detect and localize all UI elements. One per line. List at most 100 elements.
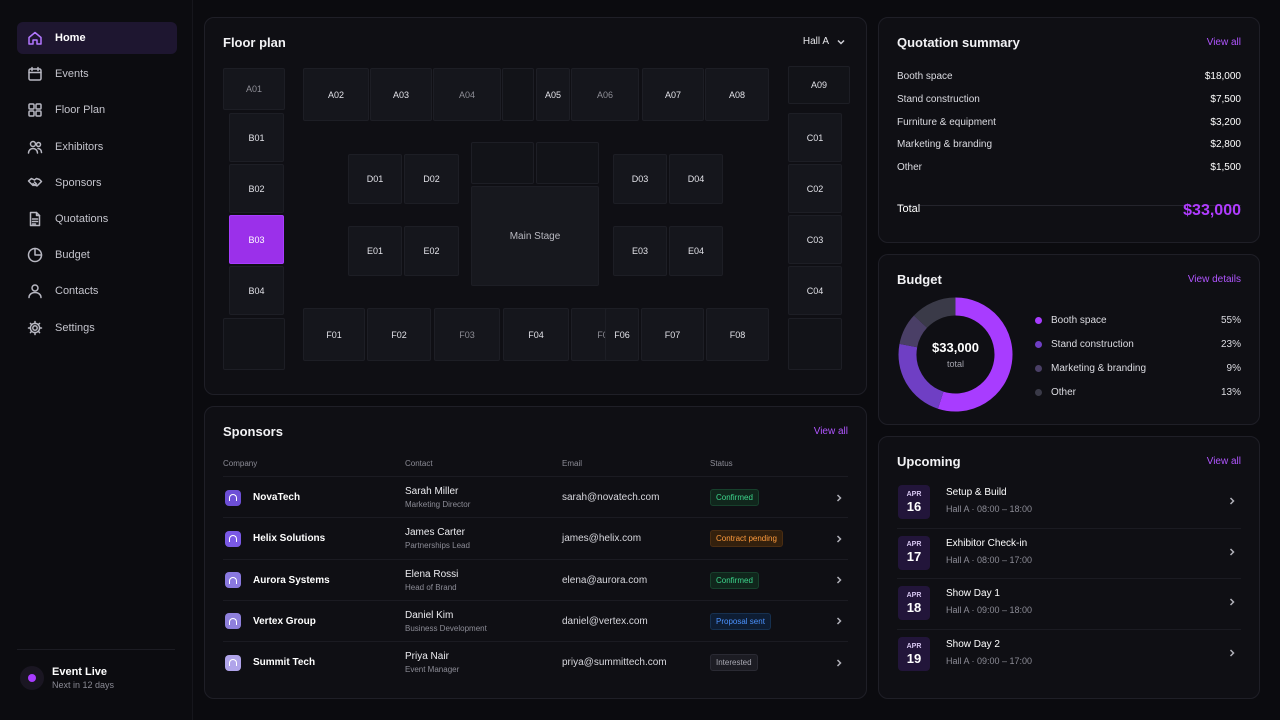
table-row[interactable]: Helix Solutions James Carter Partnerships … [223,517,848,558]
booth-f01[interactable]: F01 [303,308,365,361]
booth-a07[interactable]: A07 [642,68,704,121]
sidebar-item-floor-plan[interactable]: Floor Plan [17,94,177,126]
event-title: Show Day 1 [946,588,1000,600]
booth-a09[interactable]: A09 [788,66,850,104]
company-name: Vertex Group [253,615,316,627]
chevron-right-icon[interactable] [834,560,844,601]
booth-f02[interactable]: F02 [367,308,431,361]
sidebar-item-contacts[interactable]: Contacts [17,275,177,307]
event-detail: Hall A · 09:00 – 18:00 [946,605,1033,616]
booth-f06[interactable]: F06 [605,308,639,361]
contact-name: Priya Nair [405,651,449,663]
status-cell: Confirmed [710,560,759,601]
booth-f08[interactable]: F08 [706,308,769,361]
booth-e04[interactable]: E04 [669,226,723,276]
quotation-line: Stand construction $7,500 [897,94,1241,108]
table-row[interactable]: Summit Tech Priya Nair Event Manager priya@… [223,641,848,682]
sidebar-item-label: Budget [55,249,90,262]
contact-email: sarah@novatech.com [562,492,660,503]
email-cell: sarah@novatech.com [562,477,659,518]
booth-e01[interactable]: E01 [348,226,402,276]
sidebar-item-settings[interactable]: Settings [17,312,177,344]
chevron-right-icon[interactable] [834,477,844,518]
budget-view-details-link[interactable]: View details [1187,274,1241,285]
chevron-right-icon[interactable] [834,518,844,559]
company-cell: Helix Solutions [225,518,325,559]
status-badge: Confirmed [710,571,759,589]
sponsors-view-all-link[interactable]: View all [813,426,848,437]
event-date-badge: APR 18 [898,586,930,621]
grid-icon [27,102,43,118]
event-month: APR [906,490,922,498]
chevron-right-icon[interactable] [1227,547,1237,560]
table-row[interactable]: Aurora Systems Elena Rossi Head of Brand el… [223,558,848,601]
booth-a05[interactable]: A05 [536,68,570,121]
quotation-title: Quotation summary [897,35,1020,50]
contact-email: elena@aurora.com [562,574,648,586]
booth-d01[interactable]: D01 [348,154,402,204]
sidebar-item-home[interactable]: Home [17,22,177,54]
quotation-line: Marketing & branding $2,800 [897,139,1241,153]
sidebar-item-quotations[interactable]: Quotations [17,203,177,235]
legend-label: Marketing & branding [1051,362,1147,374]
chevron-right-icon[interactable] [1227,648,1237,661]
booth-e03[interactable]: E03 [613,226,667,276]
booth-a02[interactable]: A02 [303,68,369,121]
users-icon [27,139,43,155]
booth-a04[interactable]: A04 [433,68,501,121]
booth-f04[interactable]: F04 [503,308,569,361]
list-item[interactable]: APR 19 Show Day 2 Hall A · 09:00 – 17:00 [897,635,1241,683]
quotation-view-all-link[interactable]: View all [1206,37,1241,48]
booth-d02[interactable]: D02 [404,154,459,204]
booth-c01[interactable]: C01 [788,113,842,162]
table-row[interactable]: NovaTech Sarah Miller Marketing Director sa… [223,476,848,517]
company-name: Helix Solutions [253,533,326,545]
booth-e02[interactable]: E02 [404,226,459,276]
booth-a03[interactable]: A03 [370,68,432,121]
booth-d03[interactable]: D03 [613,154,667,204]
quotation-line-label: Other [897,162,923,174]
list-item[interactable]: APR 17 Exhibitor Check-in Hall A · 08:00 – … [897,534,1241,582]
budget-legend-item: Booth space 55% [1035,313,1241,327]
list-item[interactable]: APR 16 Setup & Build Hall A · 08:00 – 18:00 [897,483,1241,531]
sponsors-card: Sponsors View all Company Contact Email … [204,406,867,699]
sidebar-item-label: Home [55,32,86,44]
upcoming-view-all-link[interactable]: View all [1206,456,1241,467]
chevron-right-icon[interactable] [1227,496,1237,509]
booth-c04[interactable]: C04 [788,266,842,315]
chevron-right-icon[interactable] [834,642,844,683]
event-divider [897,527,1241,529]
booth-f03[interactable]: F03 [434,308,500,361]
event-status[interactable]: Event Live Next in 12 days [20,666,114,690]
chevron-right-icon[interactable] [1227,597,1237,610]
legend-label: Stand construction [1051,338,1134,350]
booth-c02[interactable]: C02 [788,164,842,213]
company-cell: NovaTech [225,477,300,518]
booth-f07[interactable]: F07 [641,308,704,361]
sidebar-item-sponsors[interactable]: Sponsors [17,167,177,199]
list-item[interactable]: APR 18 Show Day 1 Hall A · 09:00 – 18:00 [897,584,1241,632]
status-cell: Confirmed [710,477,759,518]
booth-c03[interactable]: C03 [788,215,842,264]
contact-cell: Sarah Miller Marketing Director [405,477,470,518]
booth-b04[interactable]: B04 [229,266,284,315]
quotation-line-value: $1,500 [1210,162,1241,174]
booth-d04[interactable]: D04 [669,154,723,204]
floor-plan-card: Floor plan Hall A A01 A02 A03 A04 A05 A0… [204,17,867,395]
chevron-right-icon[interactable] [834,601,844,642]
sidebar-item-budget[interactable]: Budget [17,239,177,271]
booth-a01[interactable]: A01 [223,68,285,110]
legend-dot-icon [1035,316,1042,324]
email-cell: daniel@vertex.com [562,601,648,642]
booth-a06[interactable]: A06 [571,68,639,121]
booth-b02[interactable]: B02 [229,164,284,213]
table-row[interactable]: Vertex Group Daniel Kim Business Developme… [223,599,848,642]
booth-b03-selected[interactable]: B03 [229,215,284,264]
sidebar-item-exhibitors[interactable]: Exhibitors [17,131,177,163]
sidebar-item-events[interactable]: Events [17,58,177,90]
contact-email: priya@summittech.com [562,657,667,669]
booth-a08[interactable]: A08 [705,68,769,121]
hall-select[interactable]: Hall A [803,36,846,47]
legend-dot-icon [1035,340,1042,348]
booth-b01[interactable]: B01 [229,113,284,162]
